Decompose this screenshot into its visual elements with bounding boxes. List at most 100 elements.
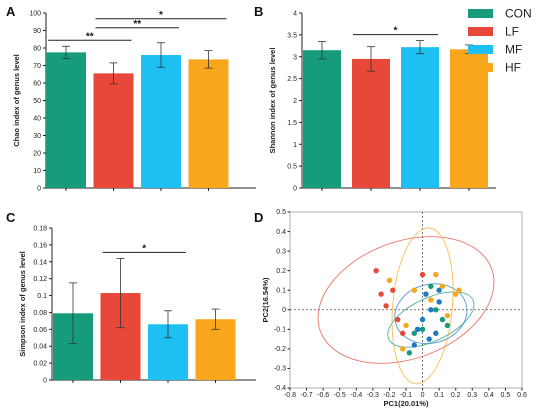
x-tick-label: 0 — [421, 392, 425, 399]
y-tick-label: 2 — [293, 98, 297, 105]
error-bar-con — [62, 45, 70, 59]
x-tick-label: -0.3 — [367, 392, 379, 399]
point-hf — [444, 312, 451, 319]
point-mf — [436, 299, 442, 305]
y-tick-label: 0.3 — [276, 248, 286, 255]
bar-hf — [188, 59, 229, 188]
error-bar-mf — [416, 40, 424, 55]
point-lf — [399, 330, 406, 336]
y-tick-label: 0.1 — [37, 293, 47, 300]
y-tick-label: -0.2 — [274, 346, 286, 353]
y-axis-label: Chao index of genus level — [12, 54, 21, 147]
y-axis-label: Simpson index of genus level — [18, 251, 27, 356]
point-hf — [411, 287, 417, 293]
y-tick-label: 0.5 — [276, 209, 286, 216]
y-tick-label: -0.4 — [274, 385, 286, 392]
point-hf — [403, 322, 409, 329]
significance-label: ** — [133, 19, 141, 30]
error-bar-mf — [157, 42, 165, 68]
y-tick-label: 0.4 — [276, 229, 286, 236]
y-tick-label: 1 — [293, 142, 297, 149]
point-hf — [386, 277, 393, 284]
panel-label: C — [6, 210, 16, 225]
y-tick-label: 70 — [33, 63, 41, 70]
y-tick-label: 30 — [33, 133, 41, 140]
y-tick-label: 1.5 — [287, 120, 297, 127]
point-hf — [428, 297, 434, 303]
x-tick-label: 0.2 — [451, 392, 461, 399]
error-bar-hf — [204, 50, 213, 69]
point-mf — [426, 336, 432, 342]
legend-item-lf: LF — [468, 25, 519, 39]
legend: CON LF MF HF — [468, 7, 532, 75]
x-tick-label: -0.4 — [350, 392, 362, 399]
point-con — [433, 307, 439, 313]
error-bar-con — [318, 41, 326, 60]
y-tick-label: 0 — [37, 186, 41, 193]
bar-lf — [93, 73, 134, 188]
point-mf — [414, 326, 421, 333]
y-tick-label: 3.5 — [287, 32, 297, 39]
x-tick-label: -0.8 — [284, 392, 296, 399]
bar-lf — [352, 58, 390, 188]
point-hf — [399, 346, 406, 352]
x-tick-label: 0.4 — [484, 392, 494, 399]
x-tick-label: -0.1 — [400, 392, 412, 399]
y-tick-label: 60 — [33, 81, 41, 88]
confidence-ellipse-lf — [317, 236, 495, 364]
point-mf — [423, 291, 429, 297]
confidence-ellipse-mf — [394, 283, 468, 345]
y-tick-label: 0.04 — [33, 344, 47, 351]
point-mf — [419, 316, 426, 323]
point-con — [428, 283, 434, 290]
point-mf — [436, 287, 442, 293]
significance-label: * — [394, 26, 398, 37]
point-con — [419, 326, 426, 333]
y-tick-label: 0.2 — [276, 268, 286, 275]
y-tick-label: 4 — [293, 11, 297, 18]
confidence-ellipse-hf — [391, 227, 454, 385]
y-tick-label: 0.02 — [33, 361, 47, 368]
legend-item-mf: MF — [468, 43, 522, 57]
point-lf — [373, 267, 379, 274]
y-tick-label: 0 — [282, 307, 286, 314]
point-con — [439, 316, 446, 323]
y-tick-label: 0.18 — [33, 226, 47, 233]
y-tick-label: 0 — [293, 186, 297, 193]
point-lf — [390, 287, 396, 293]
point-mf — [428, 307, 434, 313]
y-tick-label: 100 — [29, 11, 41, 18]
significance-label: * — [159, 10, 163, 21]
legend-label: LF — [505, 25, 519, 39]
y-tick-label: 50 — [33, 98, 41, 105]
y-tick-label: 0.08 — [33, 310, 47, 317]
point-lf — [383, 303, 389, 309]
point-con — [444, 322, 451, 329]
x-tick-label: 0.5 — [501, 392, 511, 399]
panel-a: A 0 10 20 30 40 50 60 70 80 90 100 Chao index of gen… — [6, 4, 256, 193]
panel-label: A — [6, 4, 16, 19]
panel-b: B 0 0.5 1 1.5 2 2.5 3 3.5 4 Shannon index of genus… — [254, 4, 496, 193]
legend-swatch — [468, 9, 493, 18]
y-tick-label: 40 — [33, 116, 41, 123]
panel-label: B — [254, 4, 263, 19]
error-bar-lf — [116, 257, 125, 329]
error-bar-lf — [109, 62, 118, 85]
y-tick-label: 0.14 — [33, 259, 47, 266]
legend-label: HF — [505, 61, 521, 75]
legend-label: CON — [505, 7, 532, 21]
y-tick-label: 0 — [43, 378, 47, 385]
panel-c: C 0 0.02 0.04 0.06 0.08 0.1 0.12 0.14 0.16 0.18 Sim… — [6, 210, 256, 385]
y-axis-label: Shannon index of genus level — [268, 48, 277, 154]
bar-mf — [141, 55, 181, 188]
point-hf — [453, 291, 459, 297]
legend-item-hf: HF — [468, 61, 521, 75]
error-bar-lf — [367, 46, 375, 72]
y-tick-label: 90 — [33, 28, 41, 35]
x-tick-label: -0.2 — [383, 392, 395, 399]
point-hf — [433, 271, 439, 278]
y-tick-label: 0.16 — [33, 242, 47, 249]
panel-d: D -0.8 -0.7 -0.6 -0.5 -0.4 -0.3 -0.2 -0.1 0 0.1 0.2… — [254, 209, 527, 408]
x-tick-label: 0.1 — [434, 392, 444, 399]
x-axis-label: PC1(20.01%) — [383, 399, 429, 408]
